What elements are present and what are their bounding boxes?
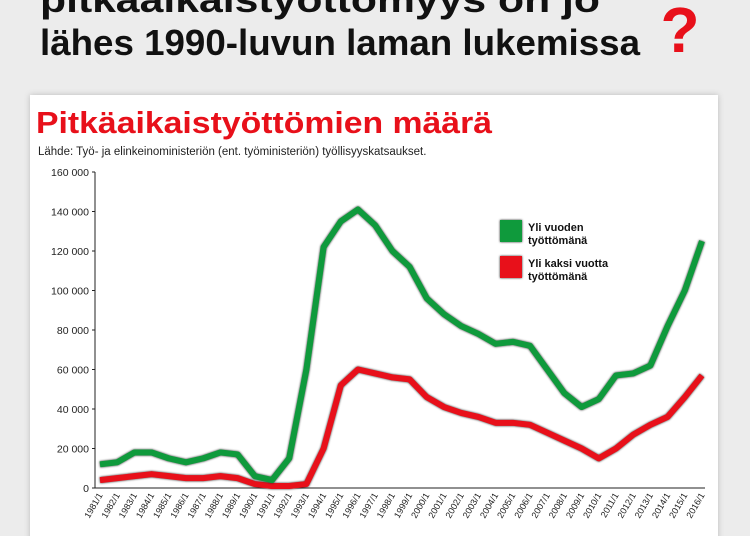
card bbox=[30, 95, 718, 536]
headline: pitkäaikaistyöttömyys on jo bbox=[40, 0, 600, 20]
chart-subtitle: Lähde: Työ- ja elinkeinoministeriön (ent… bbox=[38, 146, 426, 158]
series-line bbox=[99, 206, 705, 484]
legend-label: Yli kaksi vuotta työttömänä bbox=[528, 258, 609, 283]
series-line bbox=[99, 366, 705, 490]
legend-swatch bbox=[500, 220, 522, 242]
y-tick-label: 20 000 bbox=[57, 444, 89, 456]
headline: lähes 1990-luvun laman lukemissa bbox=[40, 22, 641, 63]
y-tick-label: 100 000 bbox=[51, 286, 89, 298]
question-mark: ? bbox=[660, 0, 699, 66]
y-tick-label: 0 bbox=[83, 483, 89, 495]
chart-title: Pitkäaikaistyöttömien määrä bbox=[36, 105, 493, 140]
y-tick-label: 120 000 bbox=[51, 246, 89, 258]
legend-label: Yli vuoden työttömänä bbox=[528, 222, 588, 247]
legend-swatch bbox=[500, 256, 522, 278]
y-tick-label: 140 000 bbox=[51, 207, 89, 219]
y-tick-label: 80 000 bbox=[57, 325, 89, 337]
y-tick-label: 60 000 bbox=[57, 365, 89, 377]
y-tick-label: 40 000 bbox=[57, 404, 89, 416]
y-tick-label: 160 000 bbox=[51, 167, 89, 179]
